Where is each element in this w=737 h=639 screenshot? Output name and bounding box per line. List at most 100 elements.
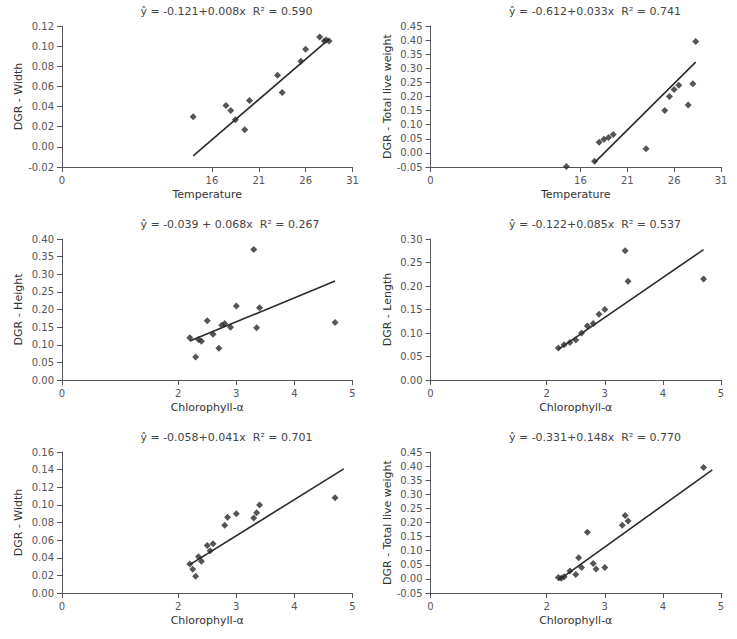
svg-text:21: 21 (252, 175, 265, 186)
svg-text:5: 5 (349, 601, 355, 612)
svg-text:Chlorophyll-α: Chlorophyll-α (539, 614, 612, 627)
svg-text:0.14: 0.14 (32, 464, 54, 475)
svg-text:31: 31 (715, 175, 728, 186)
svg-text:0.02: 0.02 (32, 570, 54, 581)
svg-text:0.25: 0.25 (400, 503, 422, 514)
svg-text:2: 2 (175, 601, 181, 612)
svg-text:26: 26 (299, 175, 312, 186)
svg-text:0: 0 (427, 388, 433, 399)
svg-text:Temperature: Temperature (171, 188, 242, 201)
svg-text:21: 21 (621, 175, 634, 186)
svg-text:-0.05: -0.05 (397, 588, 423, 599)
svg-text:ŷ = -0.039 + 0.068x R² = 0.26: ŷ = -0.039 + 0.068x R² = 0.267 (140, 218, 319, 231)
svg-text:0.15: 0.15 (32, 322, 54, 333)
svg-text:0.45: 0.45 (400, 447, 422, 458)
svg-text:4: 4 (291, 601, 297, 612)
svg-text:0.20: 0.20 (400, 91, 422, 102)
svg-text:ŷ = -0.331+0.148x R² = 0.770: ŷ = -0.331+0.148x R² = 0.770 (509, 431, 681, 444)
svg-text:0.20: 0.20 (32, 304, 54, 315)
svg-text:DGR - Width: DGR - Width (12, 63, 25, 131)
svg-text:0.10: 0.10 (32, 499, 54, 510)
svg-text:31: 31 (346, 175, 359, 186)
svg-text:3: 3 (233, 601, 239, 612)
svg-text:0.40: 0.40 (400, 461, 422, 472)
svg-text:0.08: 0.08 (32, 517, 54, 528)
svg-text:ŷ = -0.612+0.033x R² = 0.741: ŷ = -0.612+0.033x R² = 0.741 (509, 5, 681, 18)
svg-text:0: 0 (59, 601, 65, 612)
svg-text:-0.02: -0.02 (28, 162, 54, 173)
svg-text:0.04: 0.04 (32, 552, 54, 563)
svg-text:0.25: 0.25 (32, 286, 54, 297)
svg-text:Temperature: Temperature (540, 188, 611, 201)
svg-text:0.00: 0.00 (400, 375, 422, 386)
svg-text:0: 0 (59, 388, 65, 399)
svg-text:0.30: 0.30 (400, 234, 422, 245)
svg-text:-0.05: -0.05 (397, 162, 423, 173)
svg-text:0.16: 0.16 (32, 447, 54, 458)
svg-text:0: 0 (427, 175, 433, 186)
svg-text:0.10: 0.10 (400, 119, 422, 130)
svg-text:0: 0 (59, 175, 65, 186)
svg-text:0.25: 0.25 (400, 77, 422, 88)
svg-text:0.10: 0.10 (400, 545, 422, 556)
svg-text:0.05: 0.05 (32, 357, 54, 368)
svg-text:0.15: 0.15 (400, 105, 422, 116)
svg-text:DGR - Height: DGR - Height (12, 273, 25, 346)
svg-text:3: 3 (602, 601, 608, 612)
svg-text:0.30: 0.30 (400, 63, 422, 74)
svg-text:0.05: 0.05 (400, 559, 422, 570)
svg-text:3: 3 (233, 388, 239, 399)
svg-text:0.15: 0.15 (400, 304, 422, 315)
svg-text:0.00: 0.00 (400, 573, 422, 584)
svg-text:0.00: 0.00 (32, 141, 54, 152)
svg-text:0.35: 0.35 (400, 49, 422, 60)
svg-text:0.20: 0.20 (400, 281, 422, 292)
svg-text:0.00: 0.00 (32, 375, 54, 386)
svg-text:0.40: 0.40 (400, 35, 422, 46)
svg-text:0.10: 0.10 (32, 41, 54, 52)
svg-text:0.30: 0.30 (400, 489, 422, 500)
svg-text:0: 0 (427, 601, 433, 612)
svg-text:2: 2 (544, 388, 550, 399)
svg-text:0.05: 0.05 (400, 351, 422, 362)
svg-text:0.20: 0.20 (400, 517, 422, 528)
svg-text:4: 4 (660, 388, 666, 399)
svg-text:0.06: 0.06 (32, 81, 54, 92)
svg-text:2: 2 (544, 601, 550, 612)
svg-text:ŷ = -0.122+0.085x R² = 0.537: ŷ = -0.122+0.085x R² = 0.537 (509, 218, 681, 231)
svg-text:Chlorophyll-α: Chlorophyll-α (171, 401, 244, 414)
svg-text:5: 5 (349, 388, 355, 399)
svg-text:16: 16 (206, 175, 219, 186)
svg-text:Chlorophyll-α: Chlorophyll-α (539, 401, 612, 414)
svg-text:0.25: 0.25 (400, 257, 422, 268)
svg-text:Chlorophyll-α: Chlorophyll-α (171, 614, 244, 627)
svg-text:ŷ = -0.121+0.008x R² = 0.590: ŷ = -0.121+0.008x R² = 0.590 (140, 5, 312, 18)
svg-text:0.02: 0.02 (32, 121, 54, 132)
svg-text:0.10: 0.10 (32, 339, 54, 350)
svg-text:ŷ = -0.058+0.041x R² = 0.701: ŷ = -0.058+0.041x R² = 0.701 (140, 431, 312, 444)
svg-text:26: 26 (668, 175, 681, 186)
svg-text:5: 5 (718, 388, 724, 399)
svg-text:DGR - Width: DGR - Width (12, 489, 25, 557)
svg-text:0.45: 0.45 (400, 21, 422, 32)
svg-text:0.35: 0.35 (32, 251, 54, 262)
svg-text:0.04: 0.04 (32, 101, 54, 112)
svg-text:3: 3 (602, 388, 608, 399)
svg-text:0.35: 0.35 (400, 475, 422, 486)
svg-text:0.00: 0.00 (400, 147, 422, 158)
svg-text:0.40: 0.40 (32, 234, 54, 245)
svg-text:0.15: 0.15 (400, 531, 422, 542)
svg-text:5: 5 (718, 601, 724, 612)
svg-text:0.12: 0.12 (32, 21, 54, 32)
svg-text:4: 4 (660, 601, 666, 612)
svg-text:0.06: 0.06 (32, 535, 54, 546)
svg-text:DGR - Length: DGR - Length (381, 273, 394, 347)
svg-text:0.10: 0.10 (400, 328, 422, 339)
svg-text:4: 4 (291, 388, 297, 399)
svg-text:0.08: 0.08 (32, 61, 54, 72)
svg-text:0.05: 0.05 (400, 133, 422, 144)
svg-text:0.12: 0.12 (32, 482, 54, 493)
svg-text:0.00: 0.00 (32, 588, 54, 599)
svg-text:2: 2 (175, 388, 181, 399)
svg-text:16: 16 (574, 175, 587, 186)
